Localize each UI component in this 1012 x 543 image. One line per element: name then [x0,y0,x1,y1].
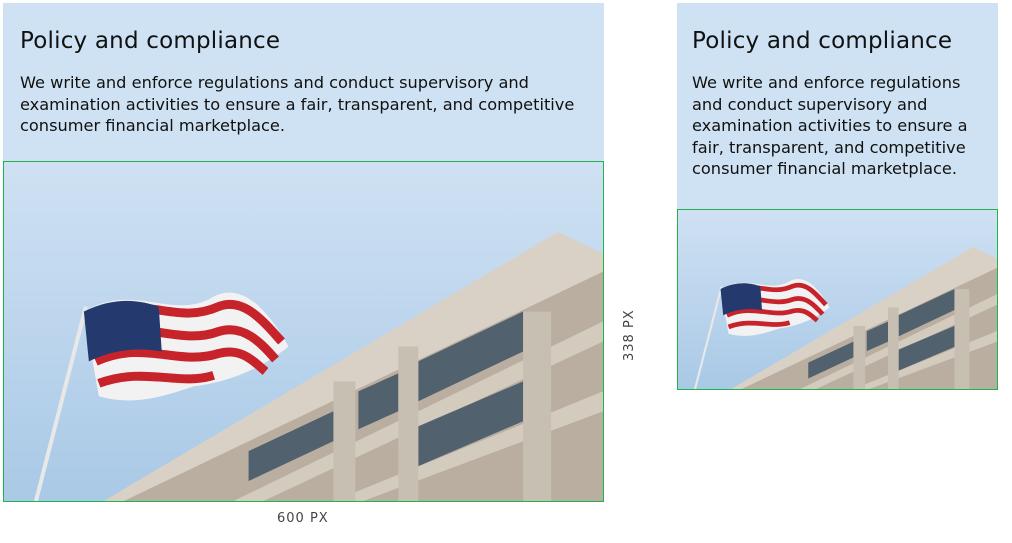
flag-building-illustration [4,162,603,501]
width-dimension-label: 600 PX [277,511,329,526]
large-card-image [3,161,604,502]
small-card-image [677,209,998,390]
flag-building-illustration-small [678,210,997,389]
large-card-title: Policy and compliance [20,28,281,54]
large-card-body: We write and enforce regulations and con… [20,73,575,135]
small-card-title: Policy and compliance [692,28,953,54]
small-card-body: We write and enforce regulations and con… [692,73,968,178]
height-dimension-label: 338 PX [622,309,637,361]
